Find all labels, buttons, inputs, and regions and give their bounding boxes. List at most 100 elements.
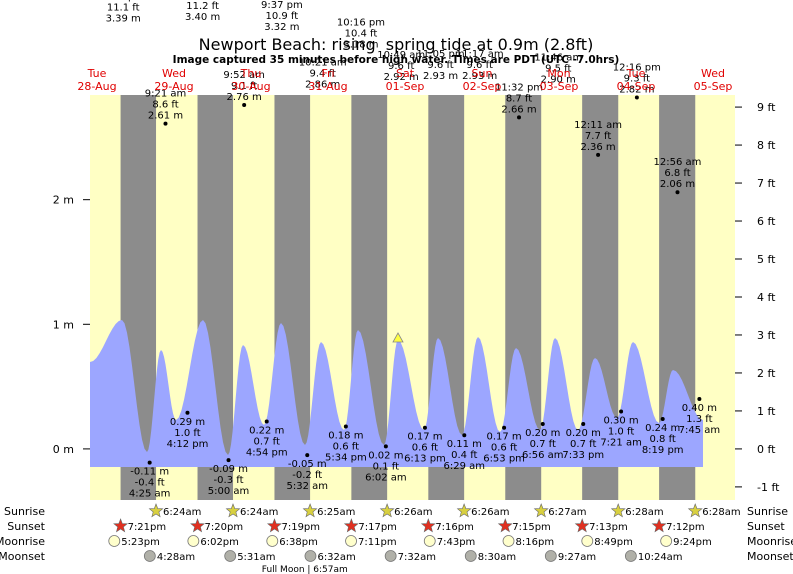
- sunrise-time: 6:25am: [317, 507, 355, 518]
- moonset-icon: [384, 550, 397, 562]
- tide-label: 8:55 pm: [182, 0, 224, 1]
- tide-dot: [185, 410, 190, 415]
- sunrise-time: 6:28am: [625, 507, 663, 518]
- tide-label: 0.02 m: [368, 450, 403, 461]
- row-label: Sunrise: [747, 505, 788, 518]
- day-name: Tue: [87, 67, 107, 80]
- tide-label: 11.2 ft: [186, 1, 219, 12]
- sun-icon: [266, 518, 282, 533]
- sun-icon: [379, 503, 395, 518]
- tide-dot: [540, 421, 545, 426]
- tide-label: 9.4 ft: [310, 69, 336, 80]
- tide-dot: [502, 425, 507, 430]
- moonrise-icon: [266, 535, 279, 547]
- day-name: Tue: [626, 67, 646, 80]
- tide-label: 0.40 m: [682, 403, 717, 414]
- sun-icon: [687, 503, 703, 518]
- sunset-time: 7:13pm: [589, 522, 628, 533]
- sun-icon: [113, 518, 129, 533]
- sunrise-time: 6:26am: [471, 507, 509, 518]
- tide-label: 6.8 ft: [664, 168, 690, 179]
- tide-label: 1.3 ft: [686, 414, 712, 425]
- tide-label: 3.40 m: [185, 12, 220, 23]
- tide-label: 1.0 ft: [174, 428, 200, 439]
- tide-curve: [90, 320, 703, 467]
- moon-phase: Full Moon | 6:57am: [262, 565, 348, 574]
- tide-label: -0.4 ft: [135, 478, 165, 489]
- day-name: Sat: [396, 67, 415, 80]
- moonrise-time: 8:16pm: [516, 537, 555, 548]
- tide-label: 11:05 pm: [417, 49, 465, 60]
- tide-label: 11:32 pm: [495, 82, 543, 93]
- tide-label: 3.39 m: [106, 13, 141, 24]
- y2-tick-label: 2 ft: [757, 367, 776, 380]
- tide-label: 5:00 am: [208, 486, 250, 497]
- day-name: Sun: [472, 67, 493, 80]
- tide-label: 6:56 am: [522, 450, 564, 461]
- tide-dot: [462, 433, 467, 438]
- moonrise-icon: [502, 535, 515, 547]
- day-name: Thu: [240, 67, 262, 80]
- tide-label: 2.93 m: [423, 71, 458, 82]
- sunrise-time: 6:24am: [240, 507, 278, 518]
- moonset-icon: [304, 550, 317, 562]
- tide-label: 2.93 m: [462, 71, 497, 82]
- sunrise-time: 6:27am: [548, 507, 586, 518]
- y2-tick-label: 8 ft: [757, 139, 776, 152]
- moonrise-icon: [345, 535, 357, 547]
- tide-label: 2.36 m: [580, 142, 615, 153]
- tide-dots: [147, 95, 702, 465]
- tide-dot: [242, 102, 247, 107]
- tide-dot: [697, 397, 702, 402]
- tide-label: 0.4 ft: [451, 450, 477, 461]
- day-date: 01-Sep: [386, 80, 425, 93]
- tide-label: 4:54 pm: [246, 447, 288, 458]
- tide-label: 4:12 pm: [167, 439, 209, 450]
- tide-label: 2.86 m: [305, 80, 340, 91]
- tide-label: 0.6 ft: [491, 443, 517, 454]
- tide-label: 9:52 am: [223, 70, 265, 81]
- subtitle: Image captured 35 minutes before high wa…: [173, 54, 620, 66]
- tide-label: 12:16 pm: [613, 62, 661, 73]
- sunset-time: 7:21pm: [128, 522, 167, 533]
- tide-label: 10.9 ft: [265, 11, 298, 22]
- moonset-icon: [464, 550, 477, 562]
- tide-label: 8.6 ft: [152, 100, 178, 111]
- moonset-icon: [624, 550, 637, 562]
- tide-label: 0.22 m: [249, 425, 284, 436]
- y-tick-label: 0 m: [53, 443, 74, 456]
- moonset-icon: [143, 550, 156, 562]
- tide-label: 3.32 m: [264, 22, 299, 33]
- sunset-time: 7:19pm: [281, 522, 320, 533]
- tide-label: 10:16 pm: [337, 18, 385, 29]
- tide-dot: [147, 460, 152, 465]
- tide-label: 9:37 pm: [261, 0, 303, 11]
- tide-label: 2.82 m: [619, 84, 654, 95]
- y2-tick-label: 9 ft: [757, 101, 776, 114]
- tide-label: -0.2 ft: [292, 470, 322, 481]
- day-date: 02-Sep: [463, 80, 502, 93]
- tide-label: 0.20 m: [566, 428, 601, 439]
- tide-dot: [660, 417, 665, 421]
- day-date: 31-Aug: [308, 80, 347, 93]
- sun-icon: [148, 503, 164, 518]
- moonrise-icon: [423, 535, 436, 547]
- tide-label: 5:32 am: [286, 481, 328, 492]
- moonset-time: 4:28am: [157, 552, 195, 563]
- tide-label: 6:02 am: [365, 472, 407, 483]
- moonset-time: 9:27am: [558, 552, 596, 563]
- y-tick-label: 2 m: [53, 194, 74, 207]
- tide-label: 6:53 pm: [483, 454, 525, 465]
- day-name: Mon: [547, 67, 570, 80]
- row-label: Moonset: [747, 550, 793, 563]
- tide-label: 7.7 ft: [585, 131, 611, 142]
- day-name: Fri: [321, 67, 334, 80]
- y2-tick-label: 6 ft: [757, 215, 776, 228]
- sunrise-time: 6:28am: [702, 507, 740, 518]
- tide-label: -0.09 m: [209, 464, 248, 475]
- tide-label: 10.4 ft: [345, 29, 378, 40]
- tide-label: 0.7 ft: [254, 436, 280, 447]
- tide-label: 2.66 m: [501, 104, 536, 115]
- tide-dot: [675, 190, 680, 195]
